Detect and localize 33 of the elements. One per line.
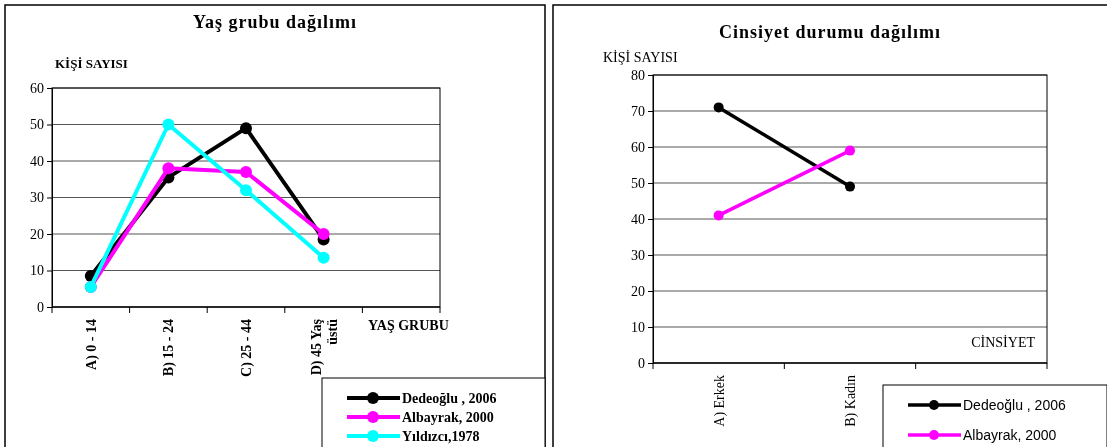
- chart-title: Cinsiyet durumu dağılımı: [718, 22, 942, 42]
- y-tick-label: 20: [30, 226, 44, 242]
- y-tick-label: 10: [30, 263, 44, 279]
- x-tick-label: B) 15 - 24: [161, 319, 178, 377]
- y-tick-label: 80: [631, 67, 645, 83]
- y-tick-label: 0: [638, 355, 645, 371]
- y-tick-label: 50: [30, 117, 44, 133]
- x-tick-label: D) 45 Yaş üstü: [308, 318, 340, 376]
- legend-label: Dedeoğlu , 2006: [963, 397, 1066, 413]
- x-tick-label: B) Kadın: [843, 375, 859, 427]
- y-tick-label: 10: [631, 319, 645, 335]
- y-tick-label: 40: [631, 211, 645, 227]
- legend-label: Yıldızcı,1978: [402, 429, 480, 444]
- y-tick-label: 60: [631, 139, 645, 155]
- x-tick-label: A) 0 - 14: [83, 319, 100, 370]
- y-tick-label: 0: [37, 299, 44, 315]
- x-axis-title: CİNSİYET: [971, 335, 1036, 350]
- y-tick-label: 60: [30, 80, 44, 96]
- y-tick-label: 50: [631, 175, 645, 191]
- x-tick-label: A) Erkek: [711, 375, 728, 427]
- y-tick-label: 30: [30, 190, 44, 206]
- y-tick-label: 40: [30, 153, 44, 169]
- y-tick-label: 70: [631, 103, 645, 119]
- chart-title: Yaş grubu dağılımı: [192, 12, 358, 32]
- legend-label: Albayrak, 2000: [963, 427, 1057, 443]
- x-tick-label: C) 25 - 44: [239, 319, 255, 377]
- y-tick-label: 30: [631, 247, 645, 263]
- legend-label: Albayrak, 2000: [402, 410, 494, 425]
- y-axis-title: KİŞİ SAYISI: [55, 56, 128, 71]
- y-axis-title: KİŞİ SAYISI: [603, 50, 678, 65]
- legend-label: Dedeoğlu , 2006: [402, 391, 497, 406]
- y-tick-label: 20: [631, 283, 645, 299]
- x-axis-title: YAŞ GRUBU: [368, 318, 449, 333]
